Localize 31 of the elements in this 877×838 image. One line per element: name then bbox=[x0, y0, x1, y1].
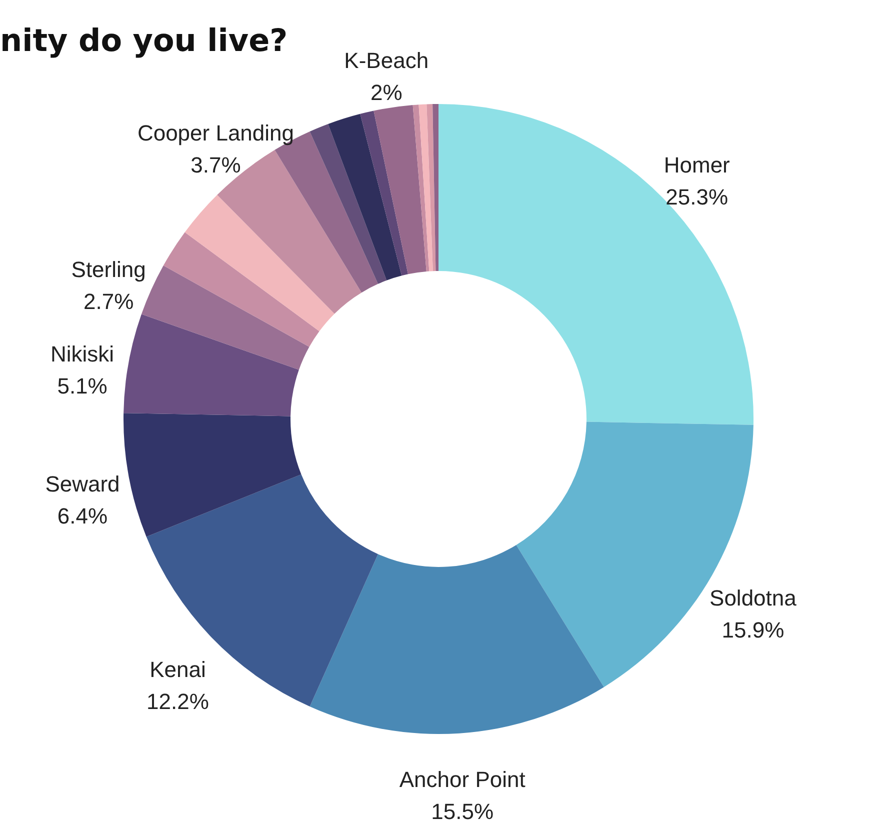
donut-slice bbox=[163, 232, 320, 347]
data-label: 5.1% bbox=[57, 374, 108, 399]
slice-label: Soldotna bbox=[710, 585, 798, 610]
slice-label: K-Beach bbox=[344, 48, 429, 73]
slice-label: Homer bbox=[664, 152, 730, 178]
slice-label: Nikiski bbox=[50, 342, 114, 367]
data-label: 2% bbox=[370, 80, 402, 105]
chart-title: nity do you live? bbox=[0, 23, 288, 59]
donut-slice bbox=[360, 110, 408, 276]
data-label: 15.9% bbox=[722, 617, 784, 642]
slice-label: Kenai bbox=[150, 657, 206, 682]
donut-slice bbox=[374, 105, 426, 274]
slice-label: Cooper Landing bbox=[137, 120, 294, 146]
donut-slice bbox=[432, 104, 438, 272]
data-label: 12.2% bbox=[146, 689, 209, 714]
data-label: 15.5% bbox=[431, 799, 494, 824]
slice-label: Anchor Point bbox=[399, 767, 526, 792]
slice-label: Seward bbox=[45, 472, 120, 497]
donut-slice bbox=[438, 104, 754, 425]
donut-slice bbox=[328, 114, 402, 280]
donut-slice bbox=[310, 124, 387, 284]
donut-slice bbox=[184, 194, 335, 332]
data-label: 25.3% bbox=[666, 184, 728, 210]
donut-slice bbox=[124, 413, 302, 537]
data-label: 6.4% bbox=[57, 504, 108, 529]
donut-slice bbox=[124, 314, 299, 416]
slice-label: Sterling bbox=[71, 257, 146, 282]
data-label: 3.7% bbox=[190, 152, 241, 178]
donut-slice bbox=[418, 104, 433, 272]
data-label: 2.7% bbox=[83, 289, 134, 314]
donut-slice bbox=[310, 544, 604, 734]
